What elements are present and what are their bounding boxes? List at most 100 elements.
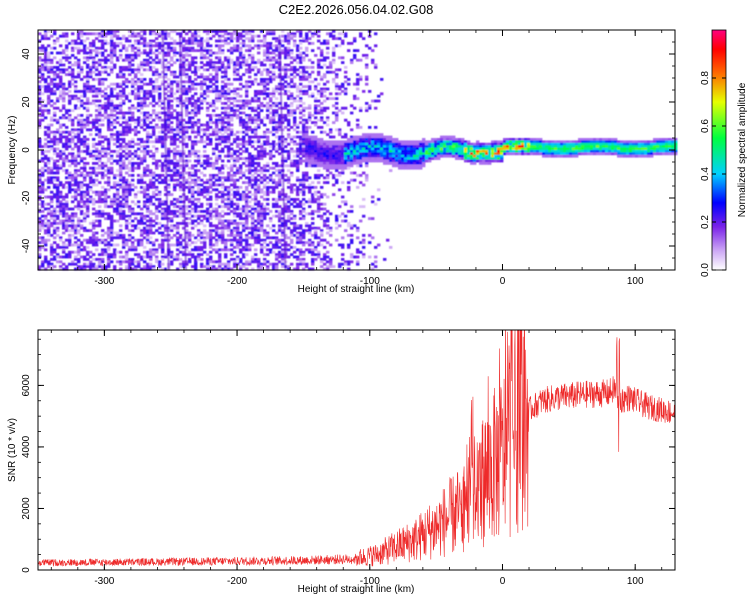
heat-cell bbox=[170, 99, 174, 103]
heat-cell bbox=[302, 207, 306, 211]
heat-cell bbox=[188, 234, 192, 237]
heat-cell bbox=[260, 190, 264, 194]
heat-cell bbox=[275, 58, 279, 62]
heat-cell bbox=[188, 116, 192, 120]
heat-cell bbox=[80, 118, 84, 122]
heat-cell bbox=[152, 202, 156, 206]
heat-cell bbox=[173, 164, 177, 168]
heat-cell bbox=[83, 106, 87, 110]
heat-cell bbox=[137, 121, 141, 124]
heat-cell bbox=[248, 75, 252, 79]
heat-cell bbox=[107, 234, 111, 237]
heat-cell bbox=[221, 39, 225, 43]
heat-cell bbox=[218, 212, 222, 216]
heat-cell bbox=[38, 246, 42, 249]
heat-cell bbox=[119, 73, 123, 76]
heat-cell bbox=[239, 104, 243, 108]
heat-cell bbox=[104, 267, 108, 271]
heat-cell bbox=[182, 246, 186, 249]
heat-cell bbox=[98, 123, 102, 127]
heat-cell bbox=[149, 135, 153, 139]
heat-cell bbox=[218, 90, 222, 93]
heat-cell bbox=[92, 236, 96, 240]
heat-cell bbox=[47, 169, 51, 172]
heat-cell bbox=[290, 80, 294, 84]
heat-cell bbox=[227, 92, 231, 96]
heat-cell bbox=[44, 231, 48, 235]
heat-cell bbox=[119, 154, 123, 158]
heat-cell bbox=[272, 178, 276, 182]
heat-cell bbox=[197, 44, 201, 48]
heat-cell bbox=[80, 255, 84, 259]
heat-cell bbox=[113, 186, 117, 189]
heat-cell bbox=[161, 102, 165, 105]
heat-cell bbox=[305, 176, 309, 180]
heat-cell bbox=[296, 147, 300, 151]
heat-cell bbox=[98, 142, 102, 146]
heat-cell bbox=[263, 80, 267, 84]
heat-cell bbox=[140, 106, 144, 110]
heat-cell bbox=[158, 104, 162, 108]
heat-cell bbox=[308, 80, 312, 84]
heat-cell bbox=[167, 212, 171, 216]
heat-cell bbox=[122, 34, 126, 38]
heat-cell bbox=[38, 226, 42, 230]
heat-cell bbox=[227, 174, 231, 177]
heat-cell bbox=[188, 85, 192, 88]
heat-cell bbox=[152, 162, 156, 165]
heat-cell bbox=[71, 262, 75, 266]
heat-cell bbox=[62, 150, 66, 153]
heat-cell bbox=[239, 207, 243, 211]
heat-cell bbox=[167, 207, 171, 211]
heat-cell bbox=[125, 118, 129, 122]
heat-cell bbox=[92, 241, 96, 244]
heat-cell bbox=[161, 267, 165, 271]
heat-cell bbox=[59, 90, 63, 93]
heat-cell bbox=[98, 73, 102, 76]
heat-cell bbox=[152, 154, 156, 158]
heat-cell bbox=[86, 102, 90, 105]
heat-cell bbox=[83, 123, 87, 127]
heat-cell bbox=[263, 262, 267, 266]
heat-cell bbox=[221, 75, 225, 79]
heat-cell bbox=[191, 111, 195, 115]
heat-cell bbox=[119, 54, 123, 57]
heat-cell bbox=[281, 258, 285, 261]
heat-cell bbox=[77, 152, 81, 156]
heat-cell bbox=[197, 217, 201, 220]
heat-cell bbox=[167, 42, 171, 45]
heat-cell bbox=[269, 51, 273, 55]
heat-cell bbox=[257, 97, 261, 100]
heat-cell bbox=[98, 224, 102, 228]
heat-cell bbox=[221, 87, 225, 91]
heat-cell bbox=[71, 226, 75, 230]
heat-cell bbox=[125, 186, 129, 189]
heat-cell bbox=[143, 246, 147, 249]
heat-cell bbox=[161, 207, 165, 211]
heat-cell bbox=[182, 226, 186, 230]
heat-cell bbox=[38, 186, 42, 189]
heat-cell bbox=[140, 118, 144, 122]
heat-cell bbox=[281, 106, 285, 110]
heat-cell bbox=[152, 145, 156, 148]
heat-cell bbox=[176, 82, 180, 86]
heat-cell bbox=[251, 37, 255, 40]
heat-cell bbox=[197, 130, 201, 134]
heat-cell bbox=[122, 164, 126, 168]
heat-cell bbox=[263, 210, 267, 213]
heat-cell bbox=[47, 219, 51, 223]
heat-cell bbox=[98, 34, 102, 38]
heat-cell bbox=[272, 116, 276, 120]
heat-cell bbox=[278, 253, 282, 256]
heat-cell bbox=[125, 56, 129, 60]
heat-cell bbox=[281, 75, 285, 79]
heat-cell bbox=[233, 46, 237, 50]
heat-cell bbox=[275, 186, 279, 189]
heat-cell bbox=[86, 85, 90, 88]
heat-cell bbox=[263, 147, 267, 151]
heat-cell bbox=[305, 178, 309, 182]
heat-cell bbox=[95, 116, 99, 120]
heat-cell bbox=[278, 135, 282, 139]
heat-cell bbox=[134, 118, 138, 122]
heat-cell bbox=[167, 135, 171, 139]
